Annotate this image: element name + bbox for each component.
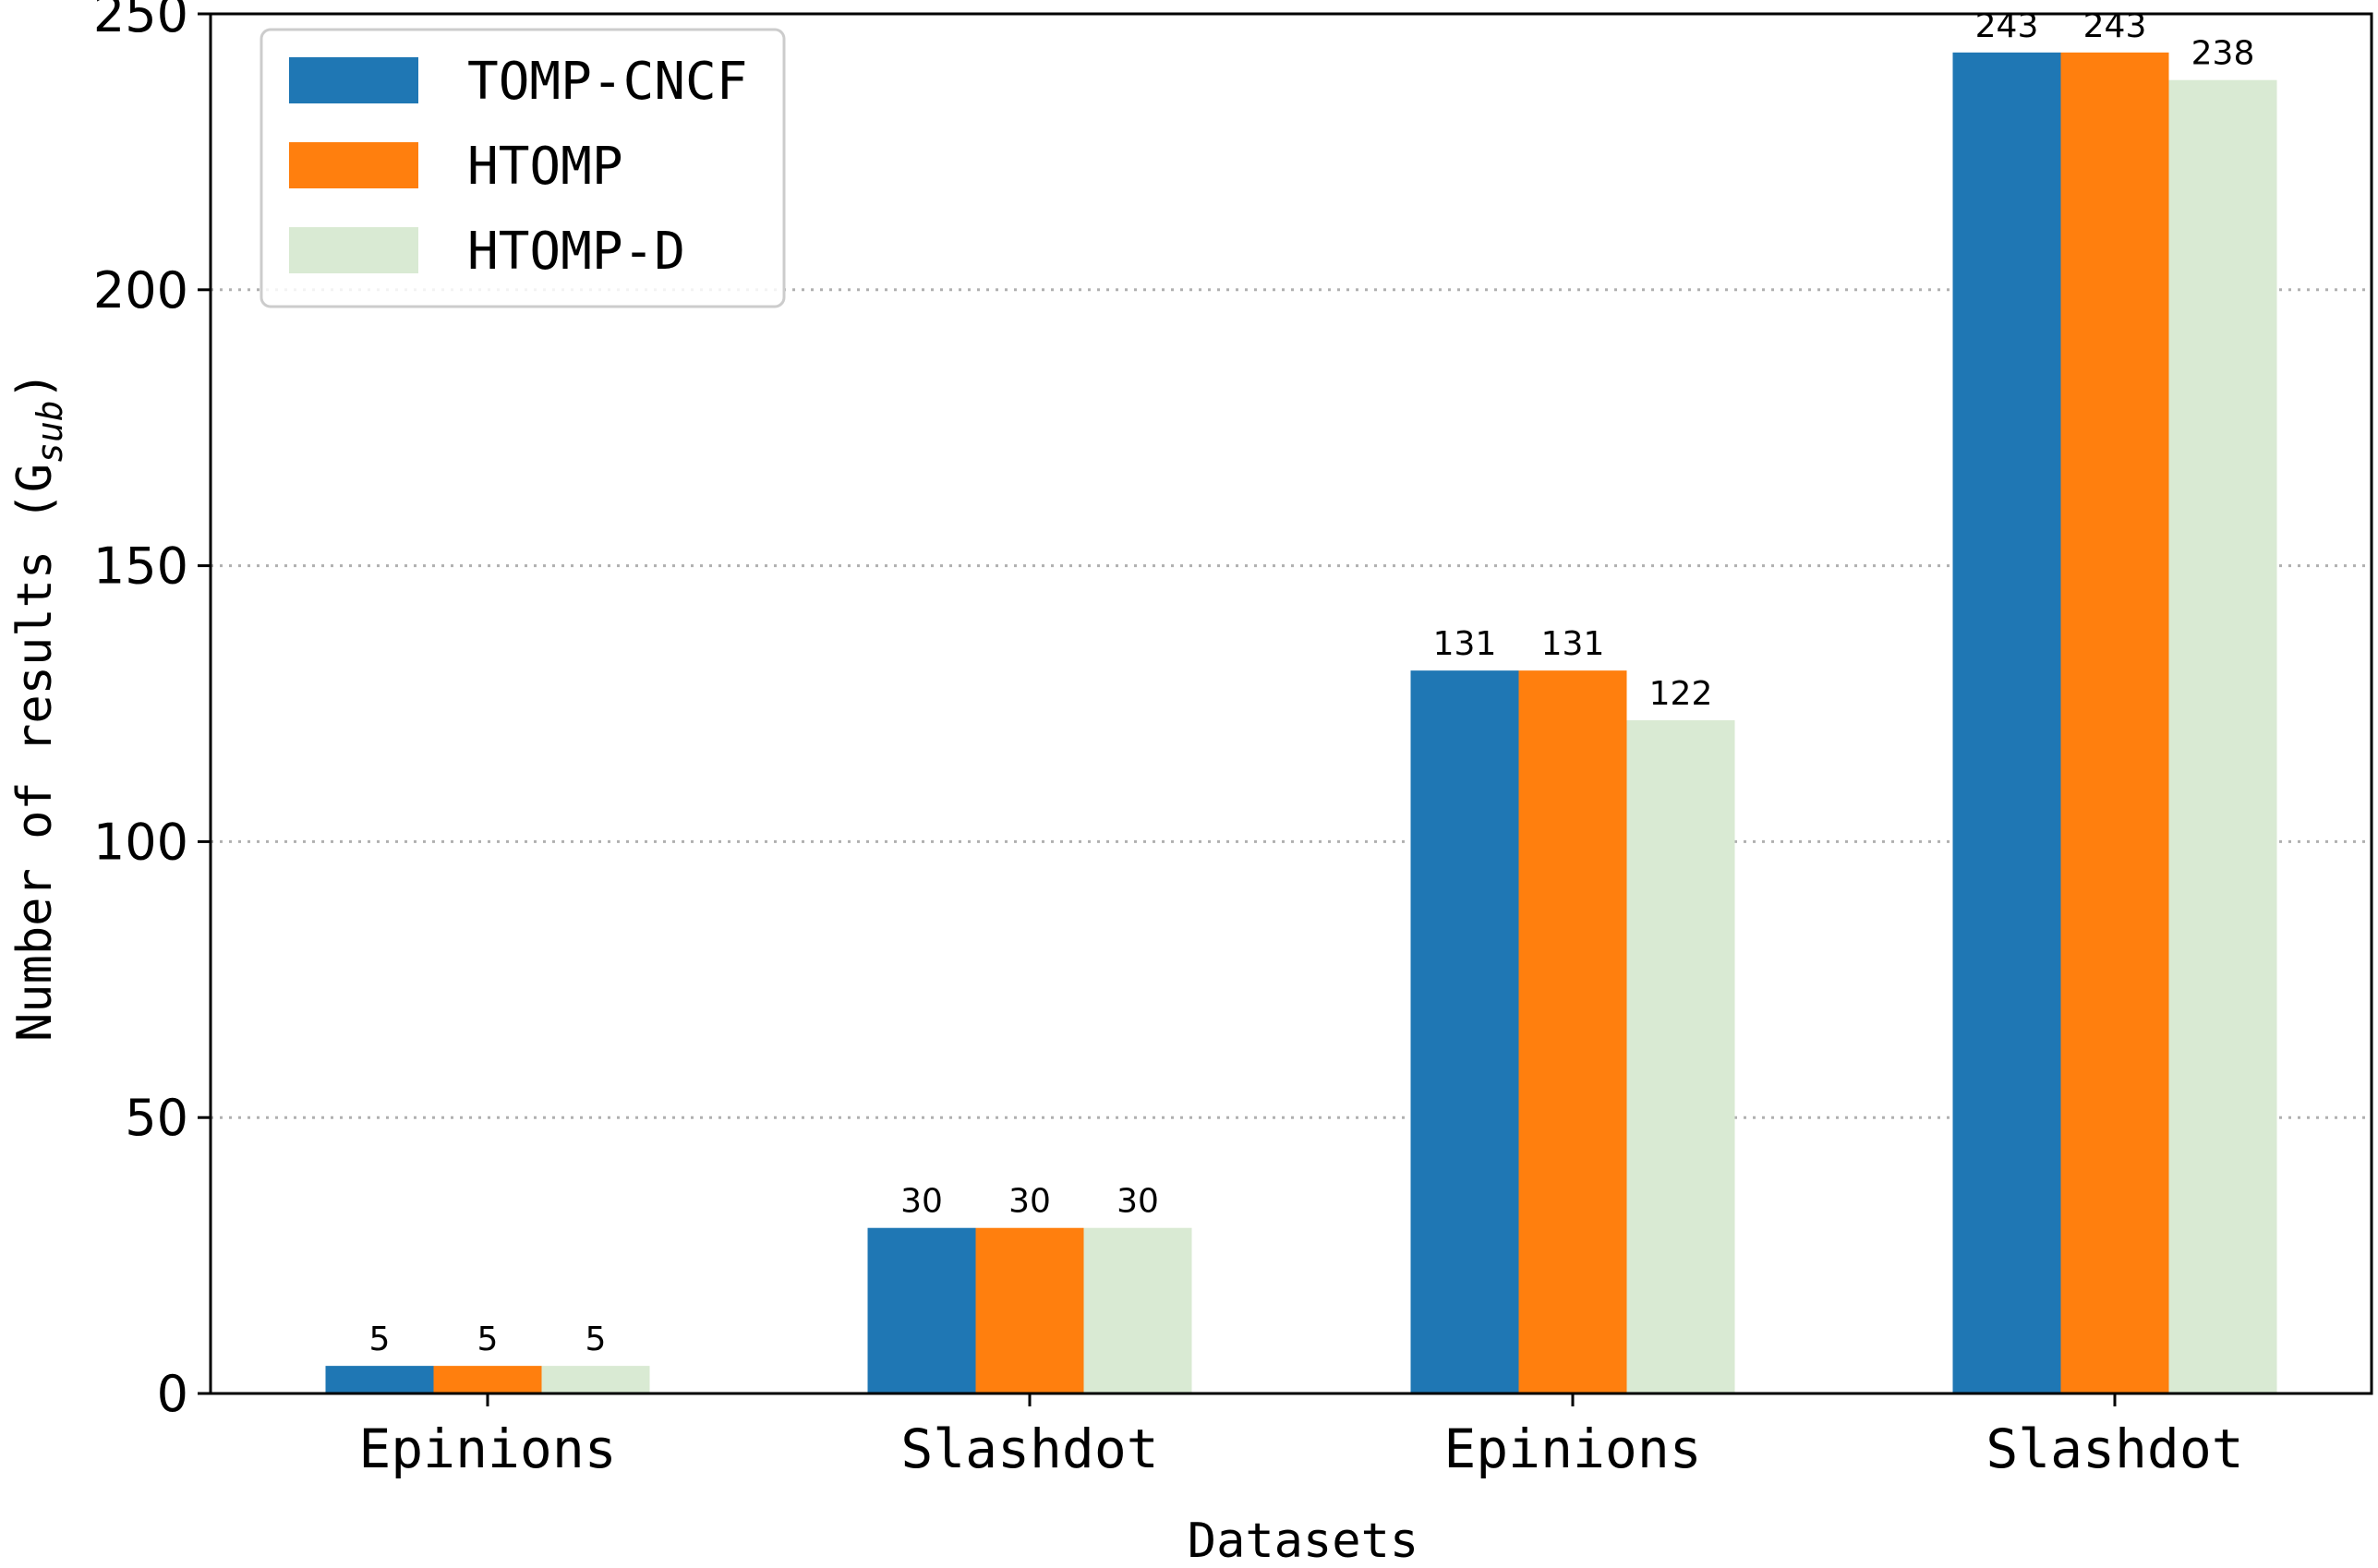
bar [1952, 52, 2061, 1393]
bar-value-label: 238 [2191, 35, 2255, 73]
bar [433, 1366, 542, 1393]
bar-value-label: 30 [1008, 1183, 1051, 1221]
bar-value-label: 30 [1117, 1183, 1159, 1221]
legend-label: HTOMP-D [467, 222, 685, 282]
legend-swatch [289, 142, 418, 188]
bar [1518, 670, 1627, 1393]
legend-label: HTOMP [467, 137, 623, 197]
y-tick-label: 0 [157, 1365, 188, 1423]
bar [541, 1366, 650, 1393]
x-tick-label: Epinions [358, 1417, 616, 1480]
bar [325, 1366, 434, 1393]
bar-value-label: 131 [1541, 625, 1605, 663]
bar [1083, 1227, 1192, 1393]
y-tick-label: 100 [93, 813, 188, 871]
bar [1410, 670, 1519, 1393]
y-axis-title-subscript: sub [30, 400, 70, 464]
bar [2060, 52, 2169, 1393]
bar-value-label: 5 [477, 1321, 499, 1358]
x-axis-title: Datasets [1188, 1514, 1418, 1568]
y-tick-label: 250 [93, 0, 188, 43]
bar-value-label: 5 [585, 1321, 607, 1358]
bar-value-label: 5 [369, 1321, 391, 1358]
bar [1626, 719, 1735, 1393]
bar [975, 1227, 1084, 1393]
x-tick-label: Slashdot [900, 1417, 1158, 1480]
y-tick-label: 150 [93, 537, 188, 596]
y-tick-label: 50 [125, 1089, 188, 1147]
bar-value-label: 30 [900, 1183, 943, 1221]
x-tick-label: Epinions [1443, 1417, 1701, 1480]
legend: TOMP-CNCF HTOMP HTOMP-D [260, 28, 786, 308]
y-axis-ticks: 0 50 100 150 200 250 [93, 0, 211, 1423]
bar-value-label: 122 [1649, 675, 1713, 713]
y-axis-title-suffix: ) [7, 371, 63, 400]
bar [2168, 79, 2277, 1393]
y-tick-label: 200 [93, 261, 188, 320]
bar-value-label: 131 [1433, 625, 1497, 663]
axes [209, 12, 2373, 1395]
bar [867, 1227, 976, 1393]
y-axis-title: Number of results (Gsub) [7, 371, 70, 1042]
plot-frame [209, 12, 2373, 1395]
x-tick-label: Slashdot [1986, 1417, 2243, 1480]
legend-swatch [289, 57, 418, 103]
x-axis-ticks: Epinions Slashdot Epinions Slashdot [358, 1393, 2244, 1480]
bar-marks [325, 52, 2277, 1393]
y-axis-title-main: Number of results (G [7, 464, 63, 1042]
legend-label: TOMP-CNCF [467, 52, 747, 112]
legend-swatch [289, 227, 418, 273]
